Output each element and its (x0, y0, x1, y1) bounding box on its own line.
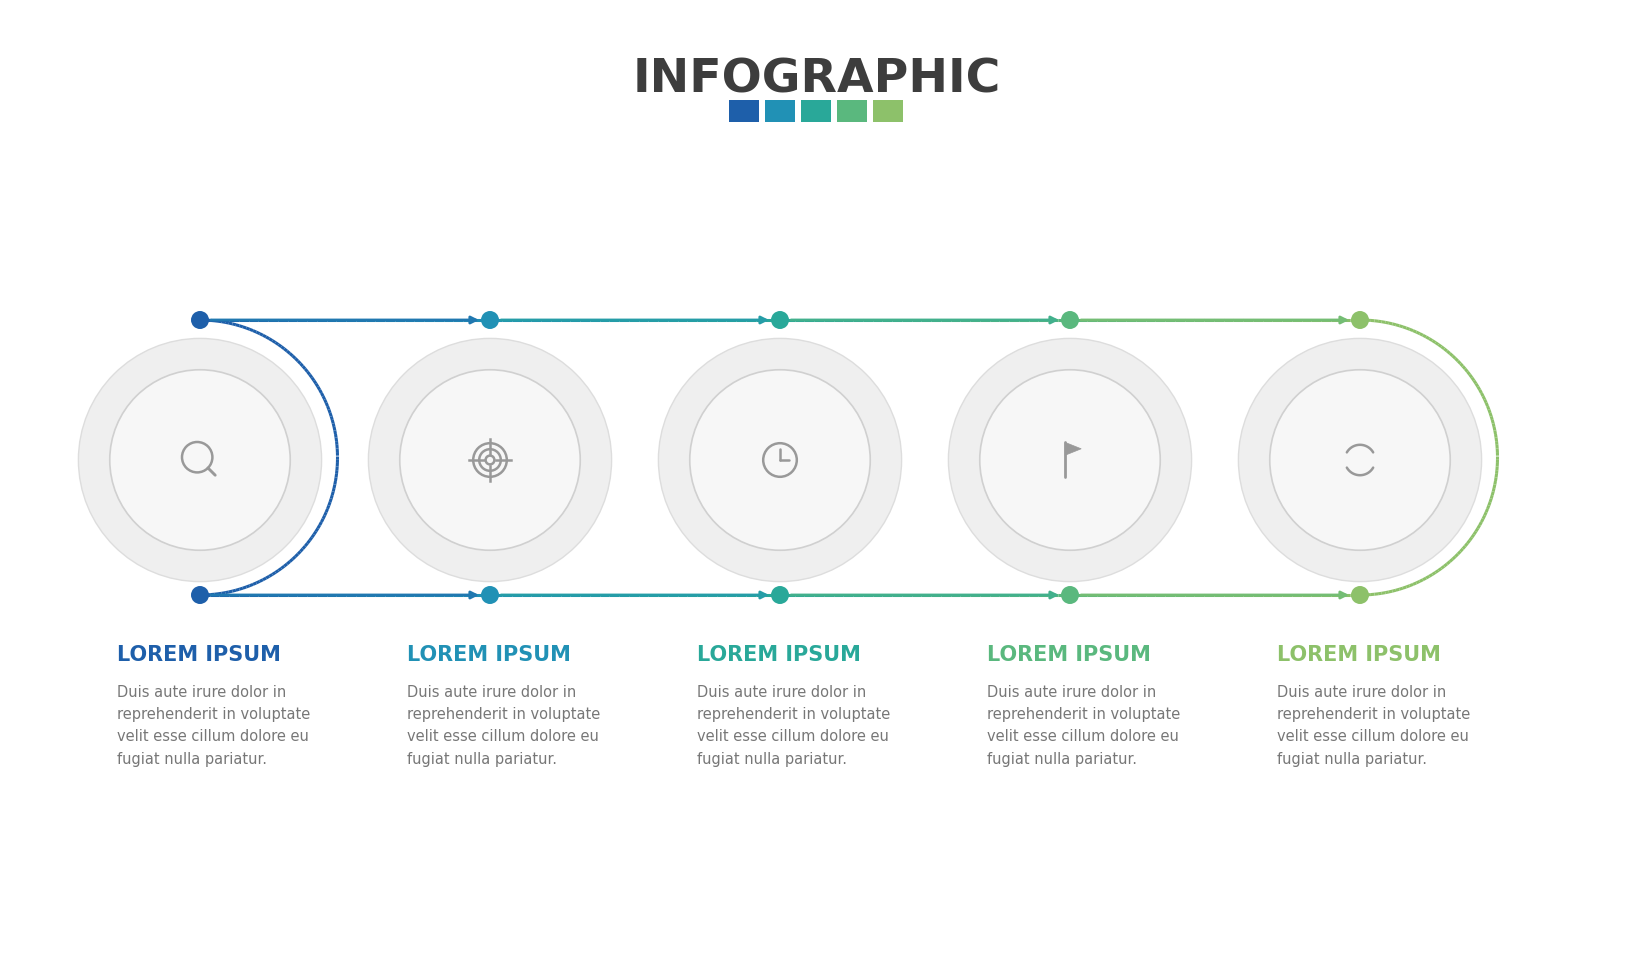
Bar (765, 100, 795, 122)
Circle shape (369, 338, 612, 581)
Text: LOREM IPSUM: LOREM IPSUM (408, 645, 571, 665)
Text: LOREM IPSUM: LOREM IPSUM (1276, 645, 1441, 665)
Circle shape (658, 338, 901, 581)
Bar (730, 100, 759, 122)
Bar (837, 100, 867, 122)
Circle shape (948, 338, 1191, 581)
Circle shape (1237, 338, 1480, 581)
Text: Duis aute irure dolor in
reprehenderit in voluptate
velit esse cillum dolore eu
: Duis aute irure dolor in reprehenderit i… (408, 685, 601, 766)
Text: LOREM IPSUM: LOREM IPSUM (697, 645, 860, 665)
Circle shape (481, 311, 499, 329)
Circle shape (770, 311, 788, 329)
Text: LOREM IPSUM: LOREM IPSUM (118, 645, 281, 665)
Circle shape (1061, 586, 1079, 604)
Circle shape (770, 586, 788, 604)
Text: Duis aute irure dolor in
reprehenderit in voluptate
velit esse cillum dolore eu
: Duis aute irure dolor in reprehenderit i… (697, 685, 889, 766)
Bar (873, 100, 902, 122)
Circle shape (1350, 586, 1368, 604)
Circle shape (979, 369, 1160, 550)
Circle shape (689, 369, 870, 550)
Text: LOREM IPSUM: LOREM IPSUM (987, 645, 1151, 665)
Circle shape (481, 586, 499, 604)
Text: INFOGRAPHIC: INFOGRAPHIC (632, 58, 1000, 103)
Circle shape (400, 369, 579, 550)
Text: Duis aute irure dolor in
reprehenderit in voluptate
velit esse cillum dolore eu
: Duis aute irure dolor in reprehenderit i… (1276, 685, 1470, 766)
Bar (801, 100, 831, 122)
Polygon shape (1064, 442, 1080, 455)
Circle shape (78, 338, 322, 581)
Circle shape (191, 586, 209, 604)
Circle shape (1350, 311, 1368, 329)
Circle shape (191, 311, 209, 329)
Text: Duis aute irure dolor in
reprehenderit in voluptate
velit esse cillum dolore eu
: Duis aute irure dolor in reprehenderit i… (118, 685, 310, 766)
Circle shape (109, 369, 290, 550)
Text: Duis aute irure dolor in
reprehenderit in voluptate
velit esse cillum dolore eu
: Duis aute irure dolor in reprehenderit i… (987, 685, 1180, 766)
Circle shape (1061, 311, 1079, 329)
Circle shape (1270, 369, 1449, 550)
